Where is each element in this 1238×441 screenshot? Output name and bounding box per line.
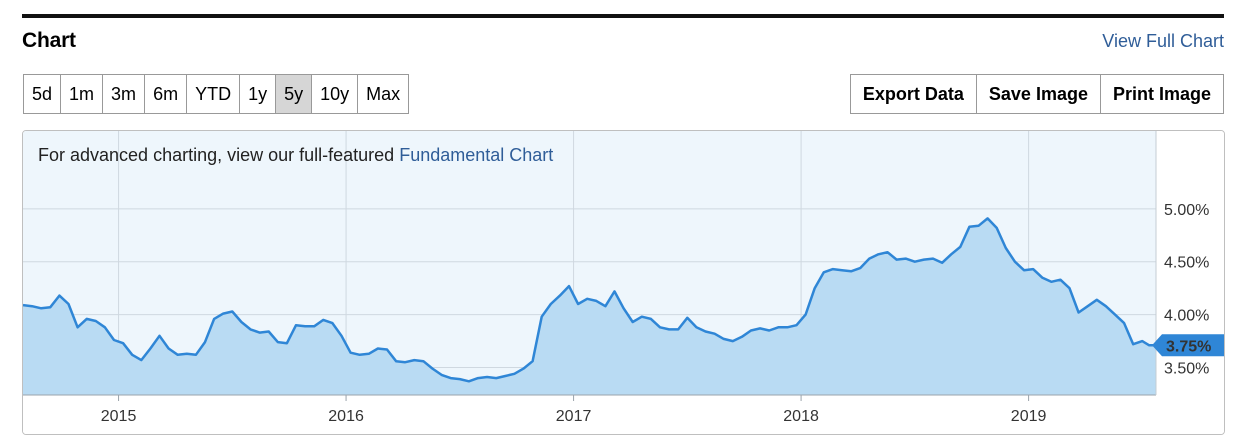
y-tick-label: 4.00% [1164, 308, 1209, 325]
promo-message: For advanced charting, view our full-fea… [38, 145, 395, 165]
range-button-6m[interactable]: 6m [145, 75, 188, 113]
range-button-max[interactable]: Max [358, 75, 409, 113]
range-button-1m[interactable]: 1m [61, 75, 104, 113]
y-tick-label: 5.00% [1164, 202, 1209, 219]
range-button-5d[interactable]: 5d [24, 75, 62, 113]
chart-panel: 3.50% 4.00% 4.50% 5.00% 2015 2016 2017 2018 2019… [22, 130, 1225, 435]
last-value-badge [1152, 334, 1224, 357]
promo-text: For advanced charting, view our full-fea… [38, 145, 553, 166]
top-rule [22, 14, 1224, 18]
range-button-ytd[interactable]: YTD [187, 75, 241, 113]
view-full-chart-link[interactable]: View Full Chart [1102, 31, 1224, 51]
chart-plot: 3.50% 4.00% 4.50% 5.00% 2015 2016 2017 2018 2019… [23, 131, 1224, 434]
x-tick-label: 2017 [556, 408, 592, 425]
chart-actions: Export Data Save Image Print Image [849, 74, 1224, 114]
range-button-1y[interactable]: 1y [240, 75, 277, 113]
range-button-5y[interactable]: 5y [276, 75, 313, 113]
print-image-button[interactable]: Print Image [1100, 75, 1223, 113]
export-data-button[interactable]: Export Data [850, 75, 977, 113]
last-value-label: 3.75% [1166, 338, 1211, 355]
fundamental-chart-link[interactable]: Fundamental Chart [399, 145, 554, 165]
y-tick-label: 4.50% [1164, 255, 1209, 272]
y-tick-label: 3.50% [1164, 361, 1209, 378]
x-tick-label: 2019 [1011, 408, 1047, 425]
time-range-selector: 5d 1m 3m 6m YTD 1y 5y 10y Max [23, 74, 410, 114]
x-tick-label: 2015 [101, 408, 137, 425]
series-line [23, 217, 1156, 383]
x-tick-label: 2018 [783, 408, 819, 425]
range-button-3m[interactable]: 3m [103, 75, 146, 113]
range-button-10y[interactable]: 10y [312, 75, 359, 113]
save-image-button[interactable]: Save Image [976, 75, 1101, 113]
series-area [23, 218, 1156, 395]
section-title: Chart [22, 29, 76, 52]
x-tick-label: 2016 [328, 408, 364, 425]
